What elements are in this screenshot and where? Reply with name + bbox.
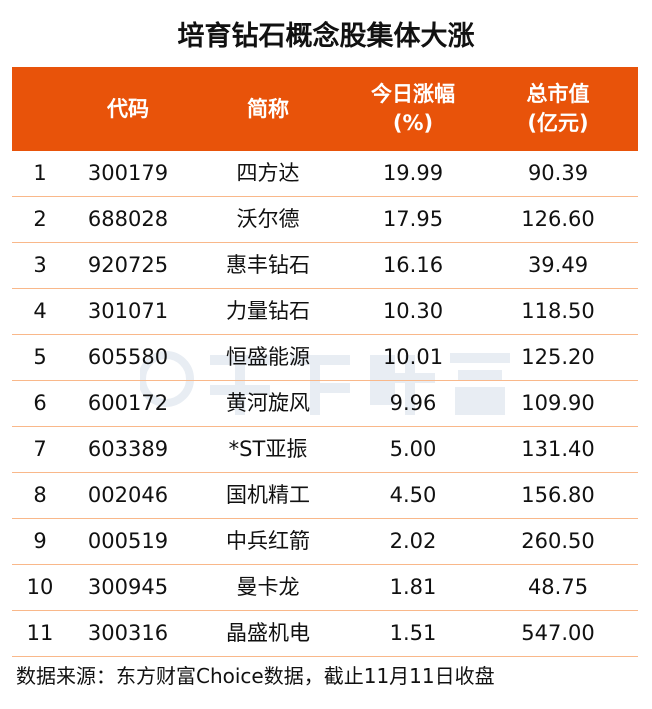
header-code: 代码 [107, 96, 149, 121]
header-name: 简称 [247, 96, 289, 121]
table-header: 代码 简称 今日涨幅 (%) 总市值 (亿元) [12, 67, 638, 151]
table-row: 5 605580 恒盛能源 10.01 125.20 [12, 335, 638, 381]
cell-code: 600172 [87, 391, 169, 415]
cell-rank: 8 [33, 483, 47, 507]
stock-table: 代码 简称 今日涨幅 (%) 总市值 (亿元) 1 300179 四方达 19.99 9… [12, 67, 638, 657]
table-row: 6 600172 黄河旋风 9.96 109.90 [12, 381, 638, 427]
page-title: 培育钻石概念股集体大涨 [177, 21, 475, 52]
cell-market-cap: 547.00 [521, 621, 595, 645]
cell-change: 10.01 [382, 345, 444, 369]
cell-rank: 7 [33, 437, 47, 461]
cell-change: 2.02 [389, 529, 437, 553]
cell-rank: 4 [33, 299, 47, 323]
cell-change: 4.50 [389, 483, 437, 507]
cell-market-cap: 90.39 [527, 161, 589, 185]
table-row: 3 920725 惠丰钻石 16.16 39.49 [12, 243, 638, 289]
cell-market-cap: 48.75 [527, 575, 589, 599]
cell-code: 002046 [87, 483, 169, 507]
cell-name: 黄河旋风 [226, 391, 310, 415]
cell-code: 301071 [87, 299, 169, 323]
cell-change: 19.99 [382, 161, 444, 185]
cell-name: *ST亚振 [228, 437, 308, 461]
cell-code: 605580 [87, 345, 169, 369]
cell-code: 300316 [87, 621, 169, 645]
table-row: 9 000519 中兵红箭 2.02 260.50 [12, 519, 638, 565]
cell-change: 5.00 [389, 437, 437, 461]
cell-code: 688028 [87, 207, 169, 231]
cell-rank: 5 [33, 345, 47, 369]
cell-code: 920725 [87, 253, 169, 277]
cell-change: 10.30 [382, 299, 444, 323]
cell-market-cap: 131.40 [521, 437, 595, 461]
cell-rank: 6 [33, 391, 47, 415]
cell-code: 603389 [87, 437, 169, 461]
cell-rank: 9 [33, 529, 47, 553]
cell-rank: 10 [26, 575, 54, 599]
cell-code: 300945 [87, 575, 169, 599]
cell-name: 晶盛机电 [226, 621, 310, 645]
header-change: 今日涨幅 (%) [371, 82, 455, 135]
cell-name: 国机精工 [226, 483, 310, 507]
cell-code: 300179 [87, 161, 169, 185]
header-market-cap: 总市值 (亿元) [526, 82, 590, 135]
cell-code: 000519 [87, 529, 169, 553]
table-row: 1 300179 四方达 19.99 90.39 [12, 151, 638, 197]
table-body: 1 300179 四方达 19.99 90.39 2 688028 沃尔德 17.95 126.6… [12, 151, 638, 657]
cell-change: 16.16 [382, 253, 444, 277]
cell-change: 1.81 [389, 575, 437, 599]
cell-market-cap: 109.90 [521, 391, 595, 415]
cell-name: 惠丰钻石 [226, 253, 310, 277]
table-row: 4 301071 力量钻石 10.30 118.50 [12, 289, 638, 335]
cell-market-cap: 260.50 [521, 529, 595, 553]
cell-rank: 11 [26, 621, 54, 645]
cell-name: 四方达 [236, 161, 300, 185]
cell-rank: 2 [33, 207, 47, 231]
table-row: 10 300945 曼卡龙 1.81 48.75 [12, 565, 638, 611]
cell-market-cap: 39.49 [527, 253, 589, 277]
cell-name: 曼卡龙 [236, 575, 300, 599]
cell-name: 力量钻石 [226, 299, 310, 323]
cell-change: 9.96 [389, 391, 437, 415]
cell-change: 1.51 [389, 621, 437, 645]
cell-market-cap: 125.20 [521, 345, 595, 369]
table-row: 7 603389 *ST亚振 5.00 131.40 [12, 427, 638, 473]
cell-market-cap: 118.50 [521, 299, 595, 323]
cell-name: 恒盛能源 [226, 345, 310, 369]
table-row: 2 688028 沃尔德 17.95 126.60 [12, 197, 638, 243]
cell-name: 中兵红箭 [226, 529, 310, 553]
cell-rank: 3 [33, 253, 47, 277]
source-note: 数据来源：东方财富Choice数据，截止11月11日收盘 [16, 664, 495, 688]
cell-change: 17.95 [382, 207, 444, 231]
table-row: 8 002046 国机精工 4.50 156.80 [12, 473, 638, 519]
cell-rank: 1 [33, 161, 47, 185]
table-row: 11 300316 晶盛机电 1.51 547.00 [12, 611, 638, 657]
cell-market-cap: 156.80 [521, 483, 595, 507]
cell-market-cap: 126.60 [521, 207, 595, 231]
cell-name: 沃尔德 [236, 207, 300, 231]
